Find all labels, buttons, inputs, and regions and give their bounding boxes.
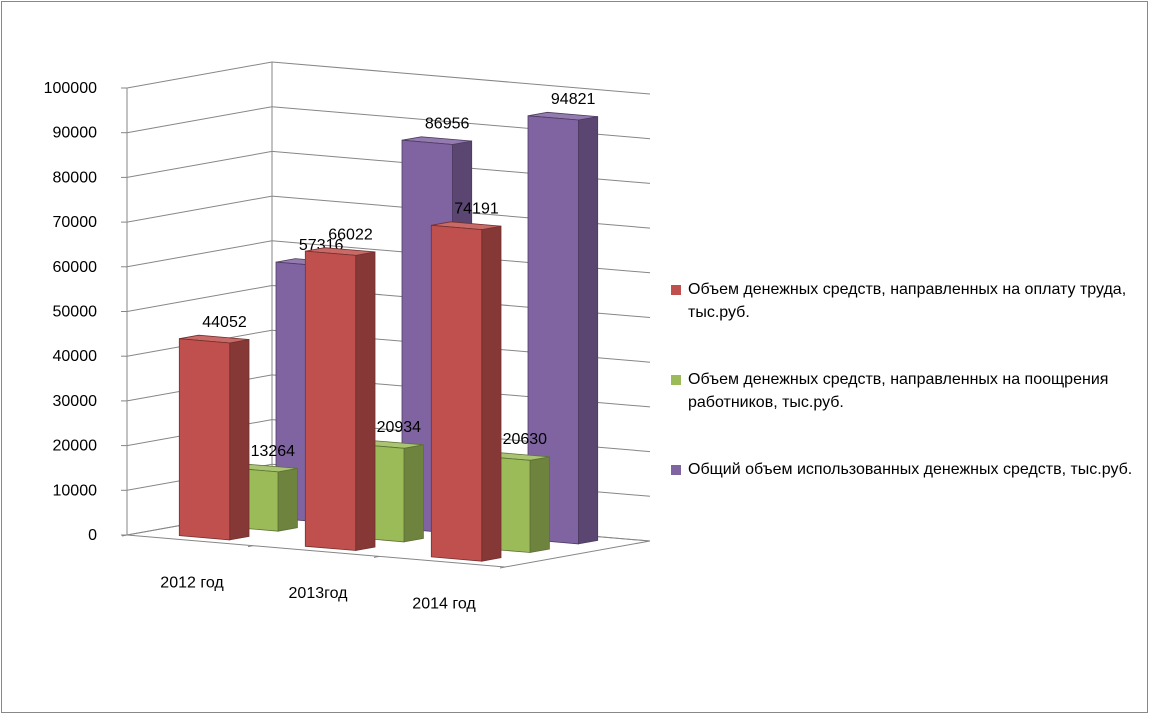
bar-s0-c0-side <box>229 339 250 541</box>
category-label-1: 2013год <box>289 585 349 602</box>
legend-label-total: Общий объем использованных денежных сред… <box>688 461 1133 478</box>
legend-label-salary: Объем денежных средств, направленных на … <box>688 281 1127 321</box>
y-tick-label-7: 70000 <box>53 214 98 231</box>
y-tick-label-0: 0 <box>88 527 97 544</box>
data-label-s1-c0: 13264 <box>251 443 296 460</box>
y-tick-label-9: 90000 <box>53 125 98 142</box>
y-tick-label-8: 80000 <box>53 169 98 186</box>
legend-entry-bonus: Объем денежных средств, направленных на … <box>668 368 1148 414</box>
bar-s0-c1-side <box>355 251 376 551</box>
y-tick-label-3: 30000 <box>53 393 98 410</box>
bar-s0-c0-front <box>178 338 231 541</box>
data-label-s2-c1: 86956 <box>425 115 470 132</box>
category-tick-2 <box>373 555 380 558</box>
y-tick-label-5: 50000 <box>53 304 98 321</box>
bar-s0-c2-front <box>430 224 483 562</box>
legend-entry-total: Общий объем использованных денежных сред… <box>668 458 1148 481</box>
category-tick-3 <box>499 566 506 569</box>
bar-s2-c2-side <box>578 116 599 545</box>
data-label-s0-c0: 44052 <box>202 314 247 331</box>
legend-entry-salary: Объем денежных средств, направленных на … <box>668 278 1148 324</box>
legend-swatch-salary <box>671 285 681 295</box>
data-label-s0-c1: 66022 <box>328 226 373 243</box>
category-label-0: 2012 год <box>160 574 224 591</box>
data-label-s2-c2: 94821 <box>551 91 596 108</box>
data-label-s0-c2: 74191 <box>454 200 499 217</box>
bar-s1-c2-side <box>529 456 550 553</box>
bar-s1-c1-side <box>403 444 424 543</box>
y-tick-label-2: 20000 <box>53 438 98 455</box>
bar-s0-c1-front <box>304 250 357 551</box>
category-tick-1 <box>247 545 254 548</box>
data-label-s1-c1: 20934 <box>377 419 422 436</box>
legend-label-bonus: Объем денежных средств, направленных на … <box>688 371 1109 411</box>
y-tick-label-1: 10000 <box>53 482 98 499</box>
bar-s1-c0-side <box>277 467 298 532</box>
gridline-10 <box>126 61 651 95</box>
y-tick-label-4: 40000 <box>53 348 98 365</box>
legend-swatch-total <box>671 465 681 475</box>
y-tick-label-6: 60000 <box>53 259 98 276</box>
y-tick-label-10: 100000 <box>44 80 97 97</box>
bar-s2-c2-front <box>527 115 579 545</box>
legend: Объем денежных средств, направленных на … <box>668 278 1148 525</box>
category-label-2: 2014 год <box>412 596 476 613</box>
bar-s0-c2-side <box>481 225 502 562</box>
legend-swatch-bonus <box>671 375 681 385</box>
data-label-s1-c2: 20630 <box>503 431 548 448</box>
